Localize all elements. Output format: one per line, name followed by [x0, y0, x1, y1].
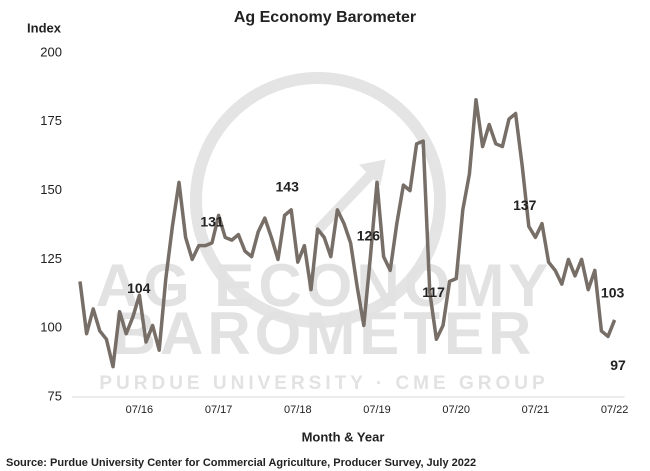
y-tick-label: 150: [40, 182, 62, 197]
x-tick-label: 07/20: [442, 404, 470, 416]
data-label: 97: [610, 357, 626, 373]
watermark-graphic: [190, 72, 446, 328]
watermark-text: BAROMETER: [113, 300, 536, 367]
x-axis-label: Month & Year: [302, 429, 385, 444]
data-label: 143: [276, 179, 300, 195]
x-tick-label: 07/19: [363, 404, 391, 416]
data-label: 137: [513, 197, 537, 213]
data-label: 131: [200, 214, 224, 230]
source-note: Source: Purdue University Center for Com…: [6, 457, 476, 469]
watermark-text: AG ECONOMY: [96, 252, 553, 319]
x-tick-label: 07/17: [205, 404, 233, 416]
y-tick-label: 175: [40, 113, 62, 128]
x-tick-label: 07/21: [522, 404, 550, 416]
data-line: [78, 98, 617, 369]
y-tick-label: 200: [40, 44, 62, 59]
x-tick-label: 07/18: [284, 404, 312, 416]
x-tick-label: 07/16: [126, 404, 154, 416]
data-label: 117: [422, 284, 445, 300]
y-tick-label: 100: [40, 320, 62, 335]
y-axis-label: Index: [27, 20, 62, 35]
data-label: 103: [601, 285, 625, 301]
y-tick-label: 75: [48, 388, 62, 403]
data-label: 104: [127, 280, 151, 296]
watermark-text: PURDUE UNIVERSITY · CME GROUP: [99, 373, 548, 394]
chart-title: Ag Economy Barometer: [234, 9, 416, 26]
y-tick-label: 125: [40, 251, 62, 266]
x-tick-label: 07/22: [601, 404, 629, 416]
data-label: 126: [357, 227, 381, 243]
